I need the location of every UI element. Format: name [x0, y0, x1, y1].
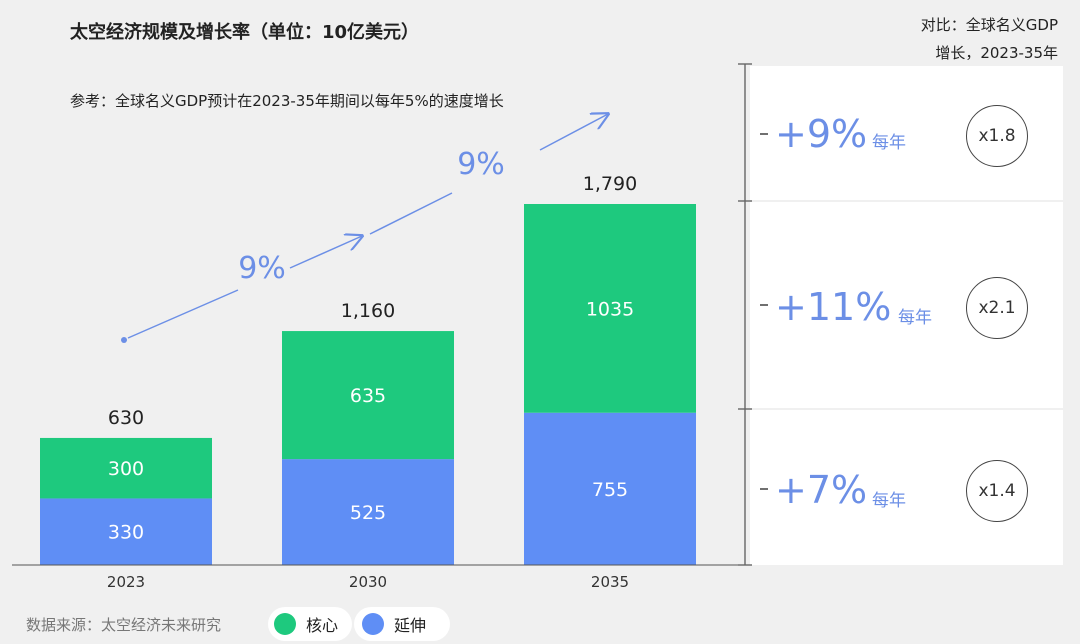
bar-total-label: 630: [108, 407, 144, 429]
bar-segment-extension: [282, 459, 454, 565]
bar-segment-core: [524, 204, 696, 413]
chart-title: 太空经济规模及增长率（单位：10亿美元）: [70, 22, 420, 43]
total-growth-unit: 每年: [872, 133, 906, 153]
bar-total-label: 1,790: [583, 173, 637, 195]
growth-arrow-segment: [369, 192, 453, 235]
bar-value-label: 300: [108, 458, 144, 480]
bar-segment-core: [40, 437, 212, 499]
growth-arrow-start-dot: [121, 337, 127, 343]
bar-segment-extension: [524, 412, 696, 565]
legend-swatch-extension: [362, 613, 384, 635]
growth-arrow-segment: [127, 289, 239, 339]
legend-item-extension: 延伸: [354, 607, 450, 641]
bars-layer: 330 300 630 525 635 1,160 755 1035 1,790: [40, 173, 696, 565]
legend-label-core: 核心: [306, 616, 339, 635]
growth-rate-label: 9%: [457, 147, 505, 182]
bar-segment-core: [282, 331, 454, 460]
reference-note: 参考：全球名义GDP预计在2023-35年期间以每年5%的速度增长: [70, 92, 504, 110]
comparison-title-line2: 增长，2023-35年: [935, 44, 1058, 62]
x-tick-label: 2035: [591, 573, 629, 591]
total-growth-rate: +9%: [775, 112, 868, 156]
bar-value-label: 525: [350, 502, 386, 524]
x-tick-label: 2030: [349, 573, 387, 591]
axis-layer: 2023 2030 2035: [12, 63, 768, 591]
core-growth-unit: 每年: [898, 308, 932, 328]
bar-value-label: 1035: [586, 298, 634, 320]
comparison-title-line1: 对比：全球名义GDP: [920, 16, 1058, 34]
legend-swatch-core: [274, 613, 296, 635]
bar-segment-extension: [40, 498, 212, 565]
growth-arrows: 9% 9%: [121, 114, 608, 343]
core-growth-rate: +11%: [775, 285, 892, 329]
growth-arrow-segment: [289, 236, 362, 269]
source-note: 数据来源：太空经济未来研究: [26, 616, 222, 634]
bar-total-label: 1,160: [341, 300, 395, 322]
growth-rate-label: 9%: [238, 251, 286, 286]
extension-growth-rate: +7%: [775, 468, 868, 512]
extension-multiple-badge: x1.4: [966, 460, 1028, 522]
total-multiple-badge: x1.8: [966, 105, 1028, 167]
legend-label-extension: 延伸: [394, 616, 427, 635]
bar-value-label: 330: [108, 522, 144, 544]
bar-value-label: 755: [592, 479, 628, 501]
core-multiple-badge: x2.1: [966, 277, 1028, 339]
bar-value-label: 635: [350, 385, 386, 407]
legend-item-core: 核心: [268, 607, 352, 641]
extension-growth-unit: 每年: [872, 491, 906, 511]
growth-arrow-segment: [539, 114, 608, 151]
x-tick-label: 2023: [107, 573, 145, 591]
